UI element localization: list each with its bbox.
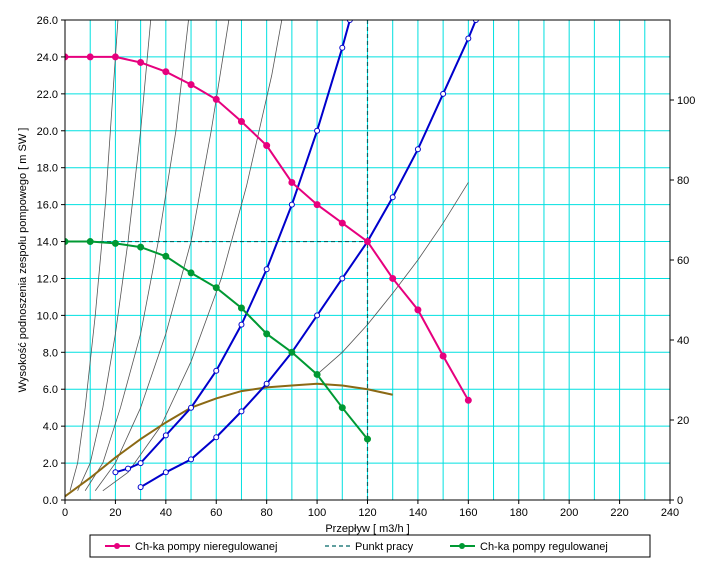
svg-text:20: 20 [109, 507, 121, 519]
svg-text:10.0: 10.0 [37, 310, 58, 322]
legend-item-punkt-pracy: Punkt pracy [355, 541, 414, 553]
svg-text:24.0: 24.0 [37, 52, 58, 64]
svg-text:0: 0 [677, 495, 683, 507]
svg-text:18.0: 18.0 [37, 163, 58, 175]
svg-text:240: 240 [661, 507, 679, 519]
svg-text:0.0: 0.0 [43, 495, 58, 507]
svg-text:200: 200 [560, 507, 578, 519]
svg-text:8.0: 8.0 [43, 347, 58, 359]
pump-chart: 0204060801001201401601802002202400.02.04… [10, 10, 697, 570]
svg-text:220: 220 [610, 507, 628, 519]
svg-text:80: 80 [677, 175, 689, 187]
chart-svg: 0204060801001201401601802002202400.02.04… [10, 10, 697, 570]
svg-text:100: 100 [677, 95, 695, 107]
svg-text:26.0: 26.0 [37, 15, 58, 27]
svg-text:12.0: 12.0 [37, 273, 58, 285]
x-axis-label: Przepływ [ m3/h ] [325, 523, 409, 535]
svg-text:22.0: 22.0 [37, 89, 58, 101]
svg-text:160: 160 [459, 507, 477, 519]
svg-text:140: 140 [409, 507, 427, 519]
svg-text:100: 100 [308, 507, 326, 519]
svg-text:14.0: 14.0 [37, 237, 58, 249]
legend-item-regulowana: Ch-ka pompy regulowanej [480, 541, 608, 553]
y-axis-label: Wysokość podnoszenia zespołu pompowego [… [17, 128, 29, 393]
svg-text:20: 20 [677, 415, 689, 427]
svg-text:2.0: 2.0 [43, 458, 58, 470]
legend-item-nieregulowana: Ch-ka pompy nieregulowanej [135, 541, 277, 553]
svg-text:180: 180 [510, 507, 528, 519]
svg-text:20.0: 20.0 [37, 126, 58, 138]
svg-text:16.0: 16.0 [37, 200, 58, 212]
svg-text:80: 80 [261, 507, 273, 519]
svg-text:0: 0 [62, 507, 68, 519]
svg-text:60: 60 [210, 507, 222, 519]
svg-text:120: 120 [358, 507, 376, 519]
svg-text:6.0: 6.0 [43, 384, 58, 396]
svg-text:40: 40 [677, 335, 689, 347]
svg-text:40: 40 [160, 507, 172, 519]
svg-text:4.0: 4.0 [43, 421, 58, 433]
svg-text:60: 60 [677, 255, 689, 267]
